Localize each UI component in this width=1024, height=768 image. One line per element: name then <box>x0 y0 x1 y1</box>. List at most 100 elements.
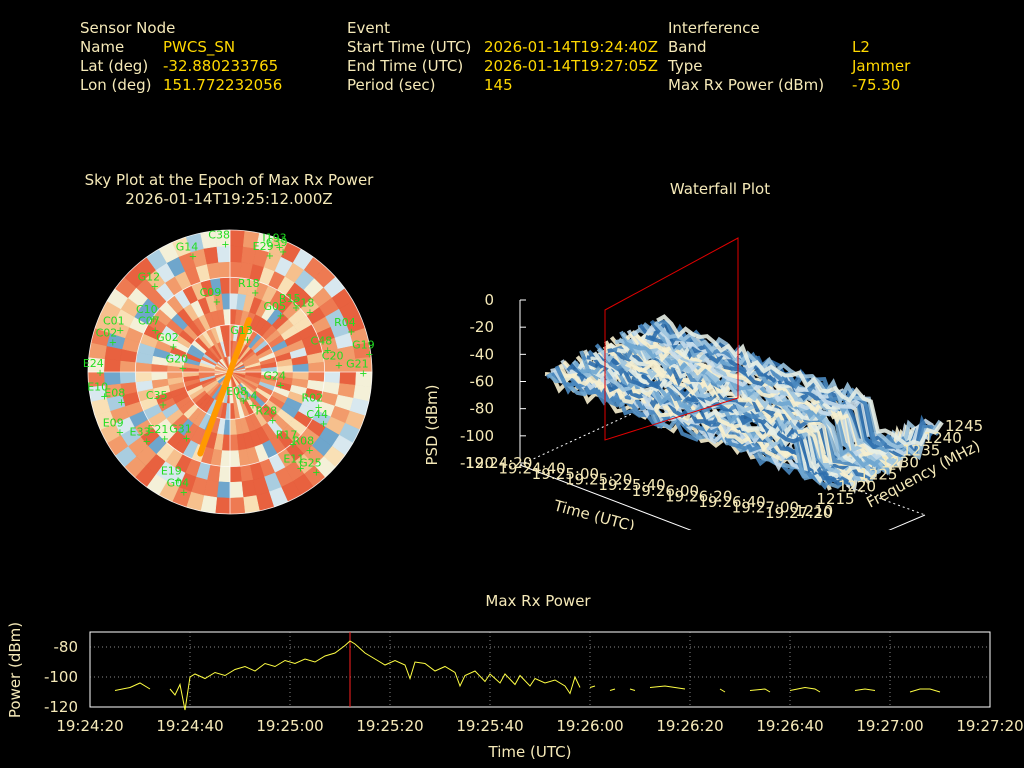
satellite-R08: +R08 <box>293 435 315 457</box>
power-series-segment <box>114 682 151 691</box>
satellite-label: R17 <box>276 428 298 441</box>
sensor-node-panel: Sensor Node Name PWCS_SN Lat (deg) -32.880… <box>80 19 282 95</box>
satellite-label: I193 <box>262 231 286 244</box>
x-tick-label: 19:25:40 <box>598 476 665 494</box>
power-x-tick-label: 19:26:00 <box>556 717 623 735</box>
satellite-marker: + <box>315 403 323 414</box>
satellite-label: R15 <box>279 292 301 305</box>
satellite-C39: +C39 <box>266 236 288 258</box>
satellite-marker: + <box>347 327 355 338</box>
skyplot-title-block: Sky Plot at the Epoch of Max Rx Power 20… <box>40 171 418 209</box>
satellite-E19: +E19 <box>161 464 182 486</box>
satellite-E33: +E33 <box>130 425 151 447</box>
satellite-marker: + <box>312 467 320 478</box>
satellite-label: E19 <box>161 464 182 477</box>
satellite-label: R28 <box>255 404 277 417</box>
y-tick-label: 1220 <box>838 478 876 496</box>
satellite-G20: +G20 <box>166 352 189 374</box>
satellite-marker: + <box>182 433 190 444</box>
power-x-tick-label: 19:25:40 <box>456 717 523 735</box>
event-period-value: 145 <box>484 76 513 94</box>
skyplot-subtitle: 2026-01-14T19:25:12.000Z <box>125 190 333 208</box>
satellite-C07: +C07 <box>138 315 160 337</box>
satellite-label: G31 <box>169 422 192 435</box>
y-tick-label: 1230 <box>881 453 919 471</box>
sensor-lon-value: 151.772232056 <box>163 76 283 94</box>
waterfall-surface <box>544 314 944 495</box>
power-x-tick-label: 19:25:00 <box>256 717 323 735</box>
power-series-segment <box>589 685 596 688</box>
satellite-marker: + <box>276 311 284 322</box>
event-heading: Event <box>347 19 390 37</box>
power-series-segment <box>854 688 876 691</box>
satellite-G05: +G05 <box>263 300 286 322</box>
satellite-marker: + <box>213 297 221 308</box>
satellite-E08: +E08 <box>104 387 125 409</box>
satellite-E08: +E08 <box>226 385 247 407</box>
power-x-tick-label: 19:26:20 <box>656 717 723 735</box>
x-tick-label: 19:27:00 <box>732 498 799 516</box>
satellite-marker: + <box>143 436 151 447</box>
satellite-label: E08 <box>226 385 247 398</box>
power-series-segment <box>609 688 616 691</box>
satellite-label: R02 <box>302 392 324 405</box>
satellite-C44: +C44 <box>306 408 328 430</box>
satellite-label: C14 <box>236 389 258 402</box>
jammer-track <box>197 317 252 457</box>
satellite-label: C09 <box>200 286 222 299</box>
satellite-marker: + <box>221 239 229 250</box>
satellite-C20: +C20 <box>322 350 344 372</box>
satellite-marker: + <box>292 303 300 314</box>
sensor-name-label: Name <box>80 38 125 56</box>
satellite-G02: +G02 <box>156 331 179 353</box>
satellite-marker: + <box>249 400 257 411</box>
power-series-segment <box>789 686 821 693</box>
satellite-R15: +R15 <box>279 292 301 314</box>
skyplot-title: Sky Plot at the Epoch of Max Rx Power <box>84 171 374 189</box>
satellite-E21: +E21 <box>147 423 168 445</box>
event-end-label: End Time (UTC) <box>347 57 464 75</box>
satellite-label: G12 <box>138 271 161 284</box>
y-tick-label: 1245 <box>945 417 983 435</box>
satellite-marker: + <box>296 463 304 474</box>
power-grid <box>90 632 990 707</box>
power-x-axis-label: Time (UTC) <box>488 743 572 761</box>
satellite-marker: + <box>239 396 247 407</box>
power-x-tick-label: 19:24:20 <box>56 717 123 735</box>
x-tick-label: 19:25:20 <box>565 471 632 489</box>
y-tick-label: 1235 <box>902 441 940 459</box>
satellite-G04: +G04 <box>167 476 190 498</box>
x-tick-label: 19:26:40 <box>698 493 765 511</box>
x-tick-label: 19:26:20 <box>665 487 732 505</box>
x-axis-label: Time (UTC) <box>551 496 637 530</box>
interference-panel: Interference Band L2 Type Jammer Max Rx Po… <box>668 19 910 95</box>
y-tick-label: 1240 <box>924 429 962 447</box>
power-x-tick-label: 19:27:00 <box>856 717 923 735</box>
z-tick-label: -80 <box>470 400 495 418</box>
y-tick-label: 1225 <box>859 466 897 484</box>
z-tick-label: 0 <box>484 291 494 309</box>
satellite-R18: +R18 <box>238 277 260 299</box>
satellite-label: C44 <box>306 408 328 421</box>
power-series-segment <box>909 688 941 693</box>
satellite-E11: +E11 <box>283 452 304 474</box>
sensor-lat-label: Lat (deg) <box>80 57 149 75</box>
satellite-G13: +G13 <box>230 324 253 346</box>
satellite-R28: +R28 <box>255 404 277 426</box>
satellite-marker: + <box>189 251 197 262</box>
satellite-label: G20 <box>166 352 189 365</box>
satellite-C09: +C09 <box>200 286 222 308</box>
satellite-G31: +G31 <box>169 422 192 444</box>
power-series-segment <box>749 688 771 693</box>
event-start-value: 2026-01-14T19:24:40Z <box>484 38 658 56</box>
power-x-tick-label: 19:26:40 <box>756 717 823 735</box>
z-tick-label: -120 <box>460 454 494 472</box>
satellite-C38: +C38 <box>208 228 230 250</box>
power-series-segment <box>169 640 581 711</box>
satellite-E10: +E10 <box>87 381 108 403</box>
satellite-label: G04 <box>167 476 190 489</box>
power-y-tick-label: -120 <box>44 698 78 716</box>
interference-type-value: Jammer <box>852 57 911 75</box>
power-series-segment <box>649 685 686 690</box>
satellite-label: G13 <box>230 324 253 337</box>
